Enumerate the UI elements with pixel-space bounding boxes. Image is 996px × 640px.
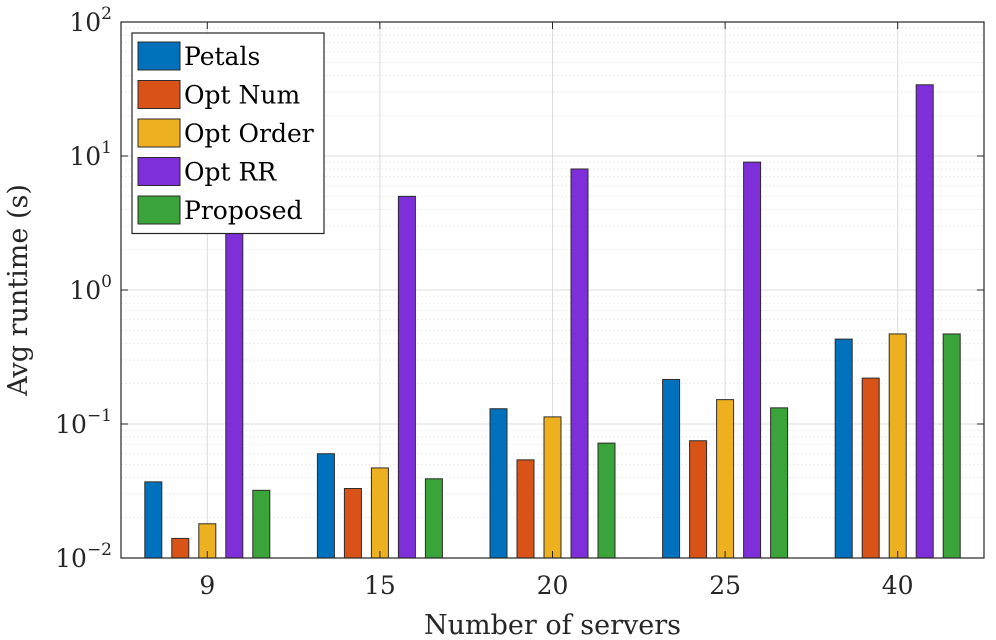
bar-opt-order-40 [888,333,907,559]
bar-petals-20 [489,408,508,559]
legend-label: Opt Order [184,119,314,148]
bars [144,84,961,559]
legend: Petals Opt Num Opt Order Opt RR Proposed [131,32,325,235]
y-tick-label: 10−2 [55,540,112,573]
y-axis-title: Avg runtime (s) [3,184,34,397]
legend-label: Proposed [184,196,303,225]
bar-opt-rr-9 [225,229,244,559]
bar-opt-rr-15 [397,195,416,559]
legend-swatch [137,118,181,148]
y-tick-label: 101 [69,138,112,171]
bar-opt-num-20 [516,459,535,559]
bar-opt-num-15 [343,488,362,559]
bar-opt-num-25 [689,440,708,559]
y-tick-label: 10−1 [55,406,112,439]
x-axis-title: Number of servers [424,610,681,640]
ticks: 9 15 20 25 40 10−2 10−1 100 101 102 [55,4,984,600]
legend-label: Opt Num [184,81,300,110]
x-tick-label: 9 [199,571,215,600]
bar-opt-order-25 [716,399,735,559]
x-tick-label: 20 [537,571,569,600]
x-tick-label: 40 [882,571,914,600]
bar-opt-num-40 [861,377,880,559]
legend-swatch [137,80,181,109]
bar-opt-num-9 [171,537,190,559]
legend-label: Petals [184,42,260,71]
y-tick-label: 102 [69,4,112,37]
bar-opt-rr-20 [570,168,589,559]
legend-label: Opt RR [184,158,277,187]
legend-swatch [137,195,181,225]
legend-swatch [137,41,181,71]
bar-petals-15 [316,453,335,559]
bar-opt-order-15 [370,467,389,559]
bar-proposed-15 [424,478,443,559]
legend-swatch [137,157,181,186]
bar-petals-40 [834,338,853,559]
x-tick-label: 15 [364,571,396,600]
bar-proposed-20 [597,442,616,559]
y-tick-label: 100 [69,272,112,305]
bar-proposed-25 [770,407,789,559]
bar-opt-order-20 [543,416,562,559]
x-tick-label: 25 [709,571,741,600]
bar-petals-25 [662,378,681,559]
bar-proposed-9 [252,489,271,559]
bar-opt-rr-40 [915,84,934,559]
bar-petals-9 [144,481,163,559]
bar-opt-rr-25 [743,161,762,559]
bar-proposed-40 [942,333,961,559]
